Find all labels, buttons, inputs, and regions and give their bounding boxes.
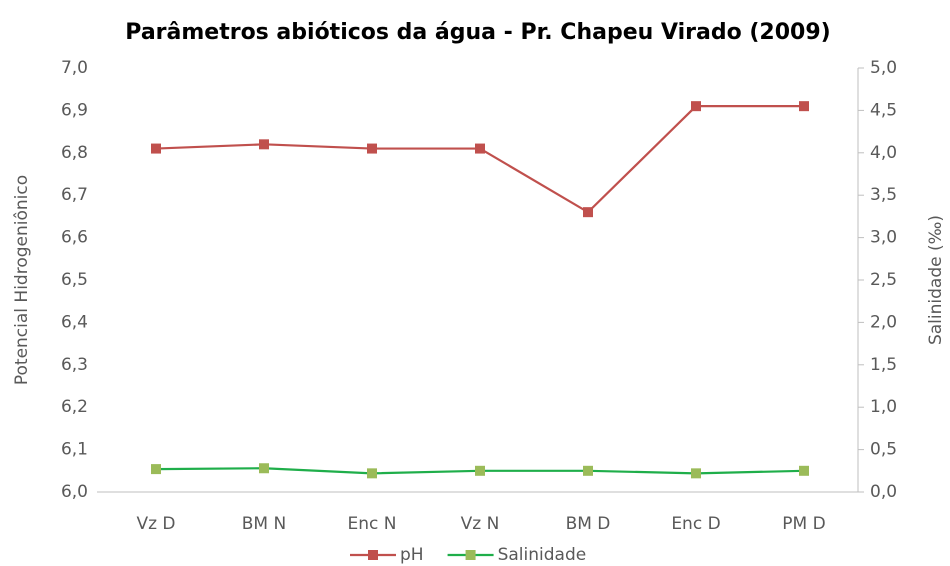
x-tick-label: Enc N [348,514,397,534]
y-tick-label: 6,0 [61,482,88,502]
y2-tick-label: 4,0 [870,143,897,163]
point-marker [691,101,701,112]
y2-tick-label: 5,0 [870,58,897,78]
y2-axis-title: Salinidade (‰) [926,215,946,345]
x-tick-label: BM D [566,514,611,534]
y2-tick-label: 2,5 [870,270,897,290]
y2-tick-label: 2,0 [870,312,897,332]
y-tick-label: 6,2 [61,397,88,417]
y2-tick-label: 3,0 [870,228,897,248]
legend-label: pH [400,545,424,565]
x-tick-label: PM D [782,514,825,534]
y2-tick-label: 3,5 [870,185,897,205]
chart-title: Parâmetros abióticos da água - Pr. Chape… [125,20,830,45]
legend-marker [465,550,476,560]
point-marker [367,143,377,154]
x-tick-label: Enc D [671,514,720,534]
y2-tick-label: 1,5 [870,355,897,375]
y2-tick-label: 0,5 [870,440,897,460]
x-tick-label: Vz N [461,514,500,534]
y-tick-label: 6,1 [61,440,88,460]
y2-tick-label: 0,0 [870,482,897,502]
x-tick-label: BM N [242,514,286,534]
point-marker [691,468,701,479]
point-marker [583,465,593,476]
x-tick-label: Vz D [136,514,175,534]
point-marker [799,465,809,476]
legend-marker [368,550,378,560]
y-axis-title: Potencial Hidrogeniônico [12,175,32,385]
point-marker [367,468,377,479]
y-tick-label: 6,5 [61,270,88,290]
point-marker [259,463,269,474]
y-tick-label: 6,6 [61,228,88,248]
y2-tick-label: 4,5 [870,100,897,120]
y-tick-label: 6,9 [61,100,88,120]
point-marker [151,143,161,154]
y-tick-label: 6,4 [61,312,88,332]
y-tick-label: 6,7 [61,185,88,205]
point-marker [799,101,809,112]
y-tick-label: 6,3 [61,355,88,375]
point-marker [475,465,485,476]
point-marker [151,464,161,475]
series-line [155,105,804,214]
y2-tick-label: 1,0 [870,397,897,417]
legend-label: Salinidade [498,545,587,565]
point-marker [583,207,593,218]
point-marker [259,139,269,150]
y-tick-label: 6,8 [61,143,88,163]
y-tick-label: 7,0 [61,58,88,78]
point-marker [475,143,485,154]
